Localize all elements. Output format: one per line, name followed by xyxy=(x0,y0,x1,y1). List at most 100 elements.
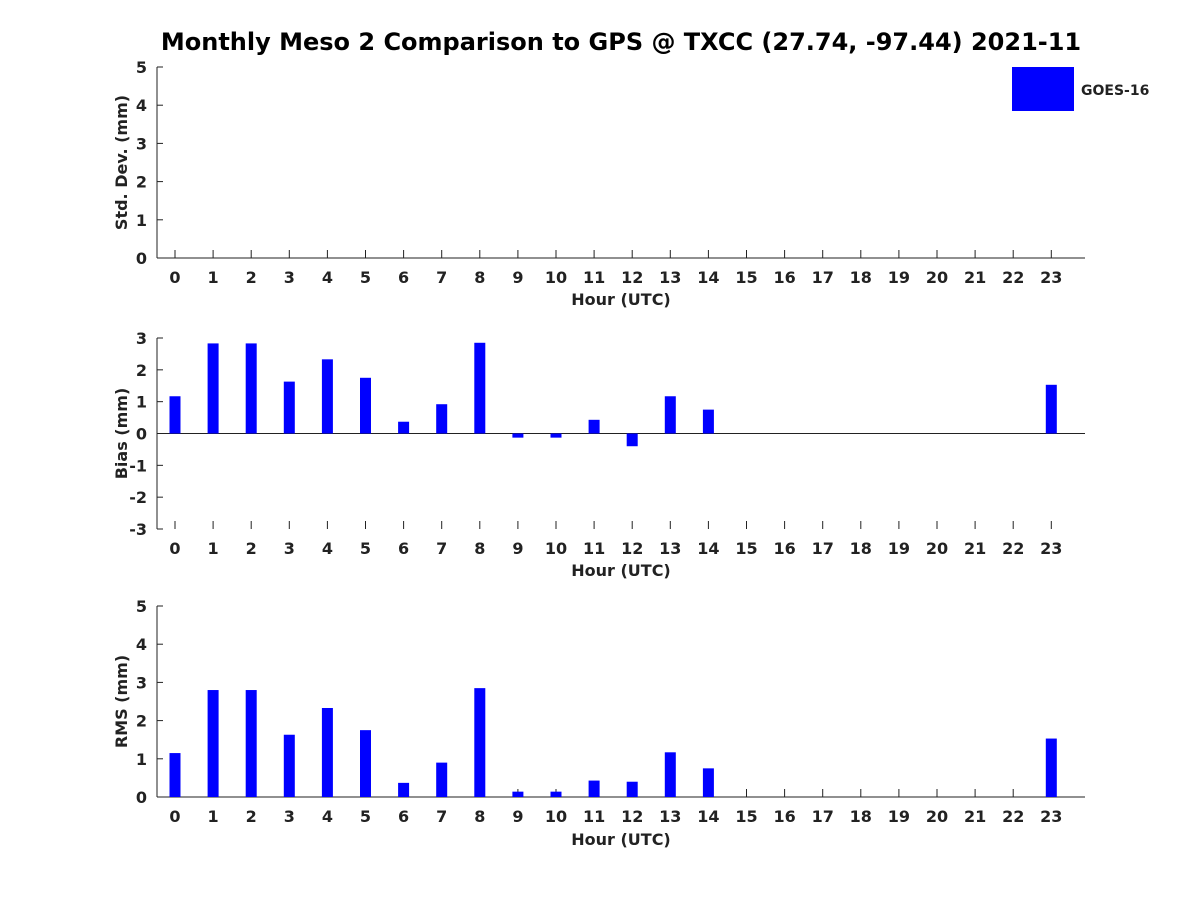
y-tick-label: 5 xyxy=(136,597,147,616)
bar-hour-4 xyxy=(321,707,333,797)
y-tick-label: 1 xyxy=(136,211,147,230)
x-tick-label: 3 xyxy=(284,807,295,826)
y-tick-label: -3 xyxy=(129,520,147,539)
y-tick-label: 3 xyxy=(136,134,147,153)
x-tick-label: 22 xyxy=(1002,268,1024,287)
x-tick-label: 8 xyxy=(474,539,485,558)
y-tick-label: 4 xyxy=(136,96,147,115)
bar-hour-2 xyxy=(245,343,257,434)
bar-hour-13 xyxy=(664,752,676,797)
y-tick-label: 0 xyxy=(136,249,147,268)
y-tick-label: 2 xyxy=(136,361,147,380)
bar-hour-0 xyxy=(169,396,181,434)
x-tick-label: 7 xyxy=(436,268,447,287)
x-tick-label: 23 xyxy=(1040,268,1062,287)
x-tick-label: 12 xyxy=(621,807,643,826)
x-tick-label: 16 xyxy=(773,268,795,287)
bar-hour-9 xyxy=(512,433,524,438)
bar-hour-1 xyxy=(207,343,219,434)
x-tick-label: 14 xyxy=(697,807,719,826)
bar-hour-9 xyxy=(512,791,524,797)
legend-label: GOES-16 xyxy=(1081,83,1149,99)
x-tick-label: 14 xyxy=(697,539,719,558)
x-tick-label: 11 xyxy=(583,807,605,826)
x-tick-label: 5 xyxy=(360,539,371,558)
x-tick-label: 3 xyxy=(284,539,295,558)
bar-hour-10 xyxy=(550,433,562,438)
x-tick-label: 12 xyxy=(621,268,643,287)
x-tick-label: 6 xyxy=(398,539,409,558)
x-tick-label: 22 xyxy=(1002,539,1024,558)
y-tick-label: 3 xyxy=(136,329,147,348)
x-tick-label: 15 xyxy=(735,539,757,558)
y-tick-label: 3 xyxy=(136,673,147,692)
y-tick-label: 2 xyxy=(136,173,147,192)
y-tick-label: 1 xyxy=(136,393,147,412)
x-tick-label: 10 xyxy=(545,268,567,287)
x-tick-label: 17 xyxy=(812,539,834,558)
x-tick-label: 18 xyxy=(850,268,872,287)
y-tick-label: 0 xyxy=(136,425,147,444)
x-tick-label: 2 xyxy=(246,807,257,826)
bar-hour-1 xyxy=(207,690,219,797)
x-tick-label: 3 xyxy=(284,268,295,287)
x-tick-label: 10 xyxy=(545,539,567,558)
x-tick-label: 15 xyxy=(735,807,757,826)
x-tick-label: 2 xyxy=(246,539,257,558)
y-tick-label: 2 xyxy=(136,712,147,731)
x-tick-label: 6 xyxy=(398,807,409,826)
bar-hour-0 xyxy=(169,753,181,797)
x-tick-label: 18 xyxy=(850,807,872,826)
bar-hour-11 xyxy=(588,780,600,797)
bar-hour-3 xyxy=(283,734,295,797)
bar-hour-7 xyxy=(436,404,448,434)
x-axis-label: Hour (UTC) xyxy=(571,830,671,849)
bar-hour-3 xyxy=(283,381,295,434)
y-axis-label: Std. Dev. (mm) xyxy=(112,95,131,230)
y-tick-label: 0 xyxy=(136,788,147,807)
x-tick-label: 23 xyxy=(1040,807,1062,826)
legend: GOES-16 xyxy=(1012,67,1149,111)
x-tick-label: 10 xyxy=(545,807,567,826)
x-tick-label: 9 xyxy=(512,807,523,826)
x-tick-label: 8 xyxy=(474,268,485,287)
x-tick-label: 14 xyxy=(697,268,719,287)
x-tick-label: 1 xyxy=(208,539,219,558)
bar-hour-8 xyxy=(474,342,486,434)
bar-hour-23 xyxy=(1045,384,1057,434)
x-tick-label: 5 xyxy=(360,807,371,826)
bar-hour-23 xyxy=(1045,738,1057,797)
bar-hour-14 xyxy=(702,768,714,797)
bar-hour-5 xyxy=(360,377,371,434)
y-tick-label: -2 xyxy=(129,488,147,507)
x-tick-label: 21 xyxy=(964,807,986,826)
bar-hour-2 xyxy=(245,690,257,797)
x-tick-label: 1 xyxy=(208,807,219,826)
x-tick-label: 0 xyxy=(169,807,180,826)
bar-hour-10 xyxy=(550,791,562,797)
x-tick-label: 17 xyxy=(812,268,834,287)
x-tick-label: 8 xyxy=(474,807,485,826)
x-tick-label: 12 xyxy=(621,539,643,558)
x-tick-label: 6 xyxy=(398,268,409,287)
x-tick-label: 20 xyxy=(926,539,948,558)
bar-hour-6 xyxy=(398,782,410,797)
x-tick-label: 13 xyxy=(659,539,681,558)
x-tick-label: 0 xyxy=(169,539,180,558)
x-tick-label: 9 xyxy=(512,539,523,558)
x-tick-label: 18 xyxy=(850,539,872,558)
legend-swatch xyxy=(1012,67,1074,111)
bar-hour-8 xyxy=(474,688,486,797)
bar-hour-12 xyxy=(626,781,638,797)
x-tick-label: 11 xyxy=(583,539,605,558)
bar-hour-4 xyxy=(321,359,333,434)
x-tick-label: 1 xyxy=(208,268,219,287)
x-tick-label: 19 xyxy=(888,807,910,826)
x-tick-label: 20 xyxy=(926,807,948,826)
chart-title: Monthly Meso 2 Comparison to GPS @ TXCC … xyxy=(160,28,1082,56)
bar-hour-6 xyxy=(398,421,410,434)
x-tick-label: 16 xyxy=(773,807,795,826)
x-tick-label: 2 xyxy=(246,268,257,287)
